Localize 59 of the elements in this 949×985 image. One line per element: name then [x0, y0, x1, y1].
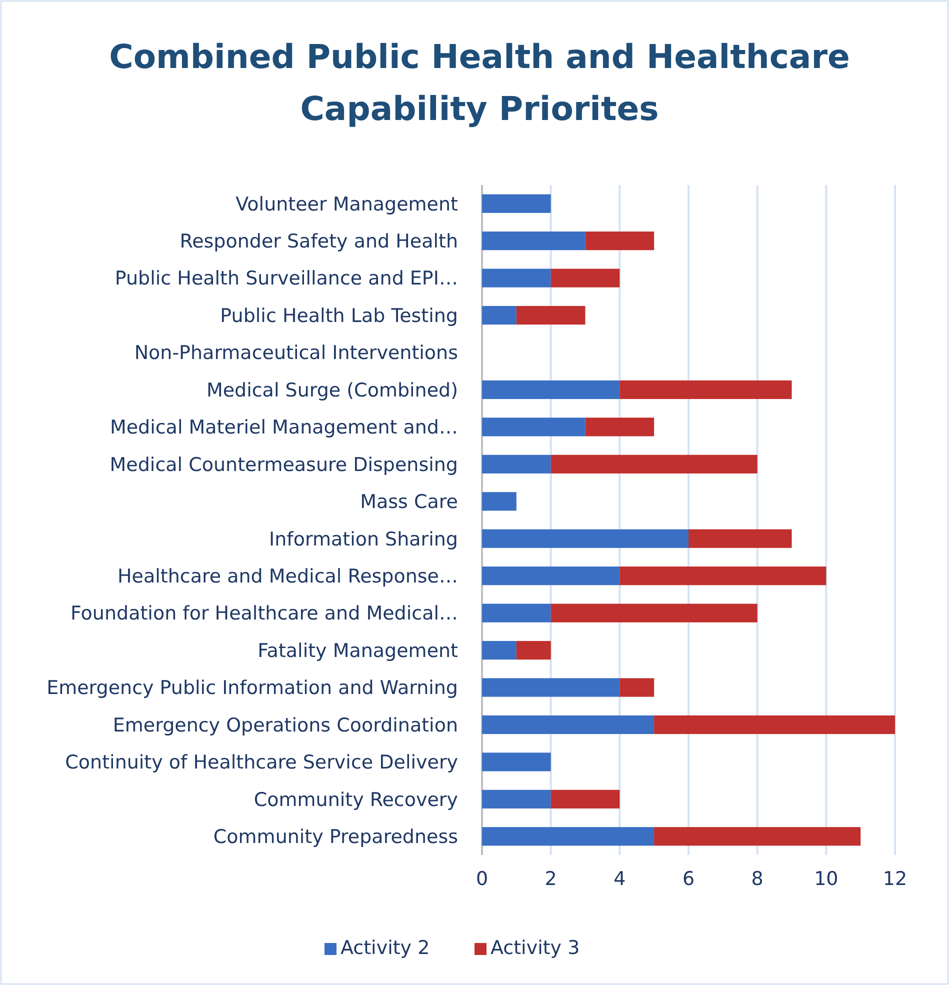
bar	[482, 268, 551, 288]
x-tick-label: 0	[476, 868, 488, 890]
bar	[654, 827, 861, 846]
bar	[688, 529, 792, 548]
x-tick-label: 2	[544, 868, 557, 890]
bar	[482, 827, 654, 846]
bar	[482, 566, 620, 586]
bar	[620, 380, 792, 400]
legend-label: Activity 2	[340, 937, 430, 959]
bar	[482, 604, 551, 622]
y-tick-label: Non-Pharmaceutical Interventions	[134, 342, 458, 364]
y-tick-label: Medical Countermeasure Dispensing	[110, 454, 458, 476]
bar	[550, 790, 620, 808]
y-tick-label: Mass Care	[360, 491, 458, 514]
y-tick-label: Public Health Lab Testing	[220, 304, 458, 327]
y-tick-label: Fatality Management	[258, 640, 458, 662]
y-tick-label: Medical Materiel Management and…	[110, 416, 458, 439]
x-tick-label: 4	[614, 868, 626, 890]
bar	[620, 566, 826, 586]
y-tick-label: Community Preparedness	[213, 826, 458, 848]
y-tick-label: Medical Surge (Combined)	[206, 379, 458, 402]
x-tick-label: 6	[682, 868, 695, 890]
bar	[482, 715, 654, 734]
bar	[482, 194, 551, 213]
chart-title: Combined Public Health and Healthcare Capability Priorites	[109, 37, 850, 128]
bar	[516, 306, 586, 325]
bar	[482, 678, 620, 697]
bar	[550, 454, 758, 474]
y-tick-label: Continuity of Healthcare Service Delivery	[65, 752, 458, 774]
y-tick-label: Healthcare and Medical Response…	[118, 565, 458, 588]
x-tick-label: 10	[814, 868, 838, 890]
y-tick-label: Information Sharing	[269, 528, 458, 550]
bar	[482, 306, 516, 325]
y-tick-label: Volunteer Management	[236, 193, 458, 216]
y-tick-label: Responder Safety and Health	[180, 230, 458, 252]
x-tick-label: 12	[882, 868, 908, 890]
y-tick-label: Emergency Public Information and Warning	[46, 677, 458, 700]
bar	[482, 492, 516, 511]
bar	[482, 380, 620, 400]
legend-label: Activity 3	[490, 937, 580, 959]
bar	[482, 752, 551, 772]
bar	[516, 640, 551, 660]
bar	[482, 454, 551, 474]
x-tick-label: 8	[751, 868, 764, 890]
y-tick-label: Public Health Surveillance and EPI…	[114, 268, 458, 290]
y-tick-label: Foundation for Healthcare and Medical…	[70, 602, 458, 625]
bar	[482, 232, 586, 250]
bar	[550, 268, 620, 288]
bar	[620, 678, 654, 697]
bar	[550, 604, 758, 622]
y-tick-label: Emergency Operations Coordination	[112, 714, 458, 736]
y-tick-label: Community Recovery	[254, 788, 458, 811]
bar	[482, 418, 586, 436]
bar	[585, 418, 654, 436]
bar	[585, 232, 654, 250]
bar	[482, 790, 551, 808]
bar	[482, 529, 688, 548]
bar	[482, 640, 516, 660]
bar	[654, 715, 895, 734]
